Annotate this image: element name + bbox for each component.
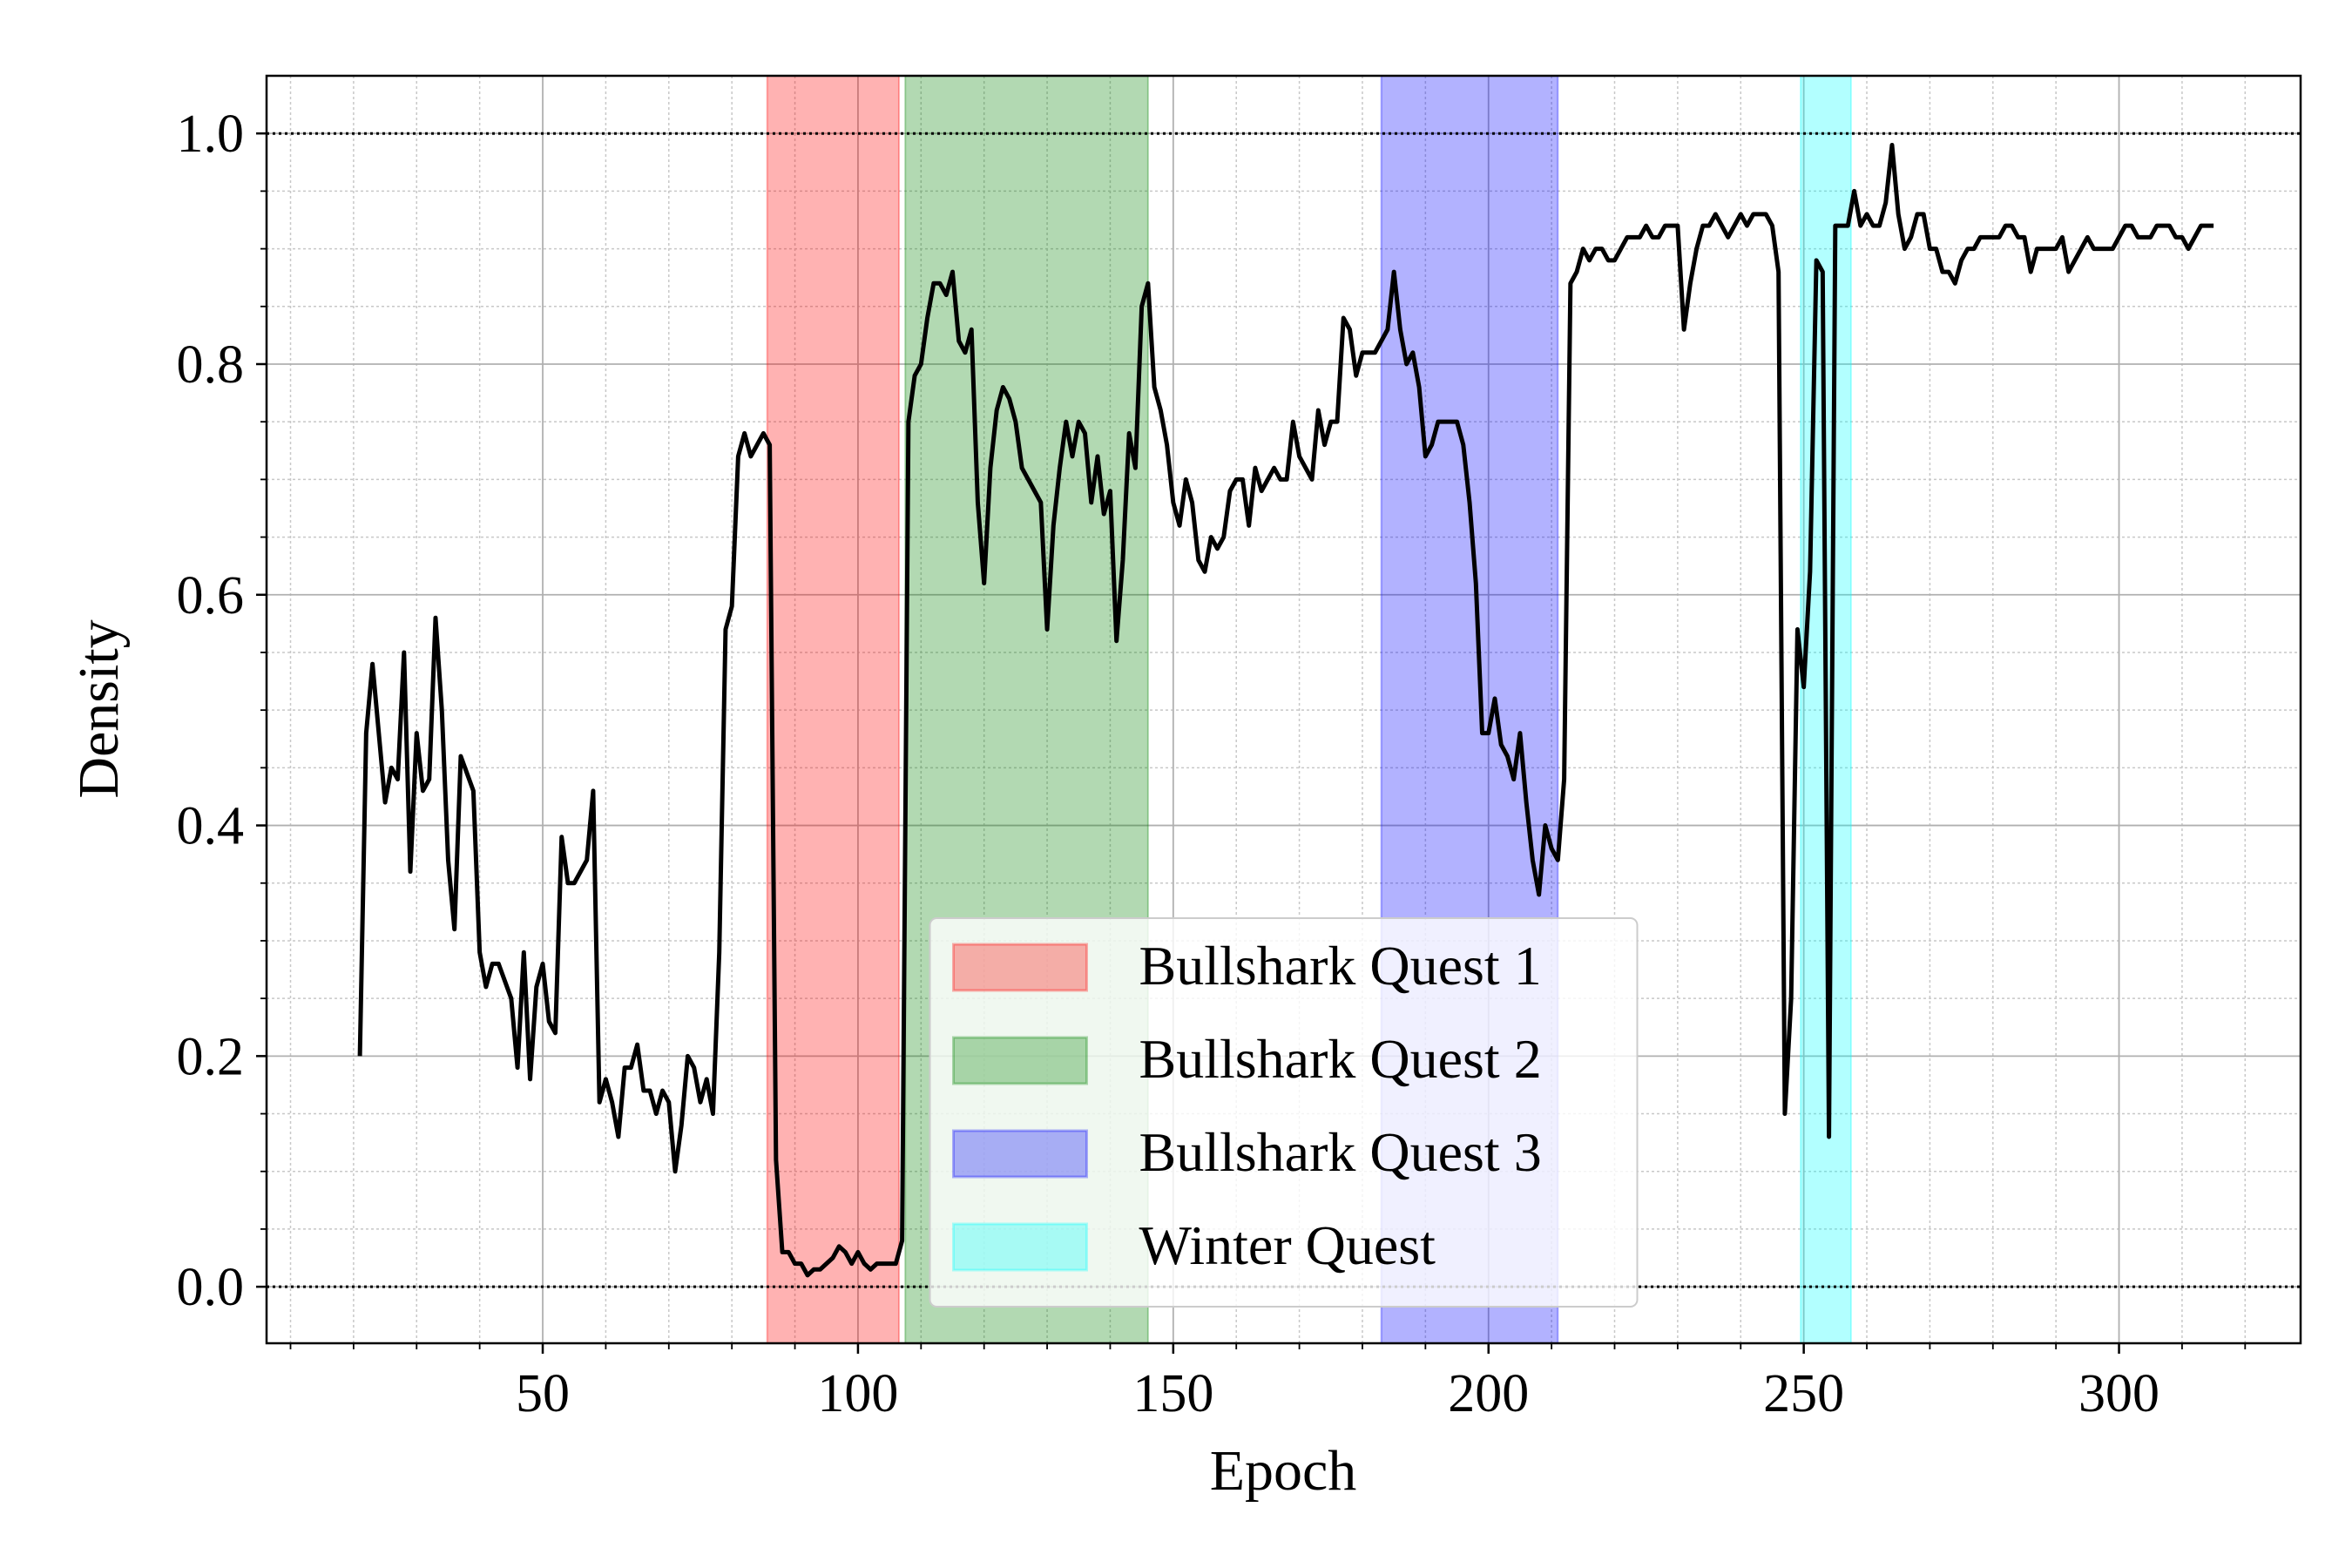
y-tick-label: 0.8	[177, 335, 245, 395]
y-tick-label: 0.6	[177, 566, 245, 625]
x-tick-label: 250	[1763, 1364, 1844, 1423]
legend-label: Winter Quest	[1139, 1214, 1436, 1276]
span	[766, 75, 900, 1344]
x-axis-label: Epoch	[1210, 1439, 1357, 1503]
y-tick-label: 0.4	[177, 797, 245, 856]
data-line	[357, 142, 2214, 1278]
legend-box	[929, 917, 1639, 1308]
y-tick-label: 1.0	[177, 105, 245, 164]
legend: Bullshark Quest 1 Bullshark Quest 2 Bullsh…	[929, 917, 1639, 1308]
legend-label: Bullshark Quest 1	[1139, 935, 1542, 997]
x-tick-label: 50	[516, 1364, 570, 1423]
legend-label: Bullshark Quest 3	[1139, 1121, 1542, 1183]
legend-swatch	[952, 1036, 1088, 1085]
legend-swatch	[952, 1222, 1088, 1272]
legend-swatch	[952, 1129, 1088, 1179]
x-tick-label: 300	[2078, 1364, 2159, 1423]
y-axis-label: Density	[67, 619, 131, 798]
x-tick-label: 200	[1448, 1364, 1529, 1423]
legend-swatch	[952, 943, 1088, 992]
y-tick-label: 0.2	[177, 1027, 245, 1086]
legend-label: Bullshark Quest 2	[1139, 1028, 1542, 1090]
x-tick-label: 100	[817, 1364, 898, 1423]
y-tick-label: 0.0	[177, 1258, 245, 1317]
x-tick-label: 150	[1132, 1364, 1213, 1423]
